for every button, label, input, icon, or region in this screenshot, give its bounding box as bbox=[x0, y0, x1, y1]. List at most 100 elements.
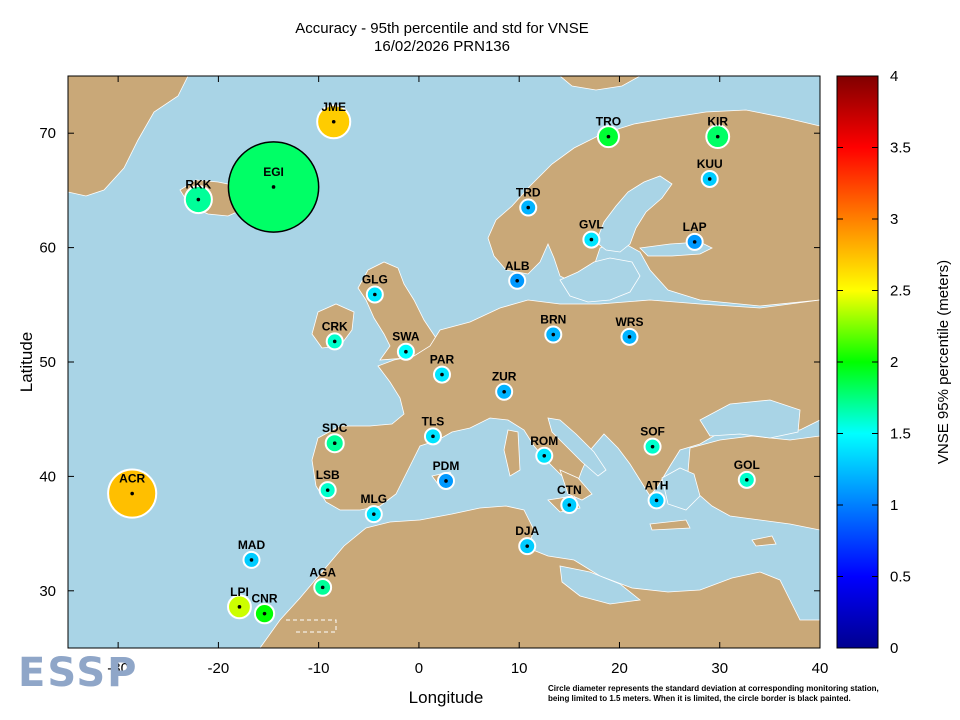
station-dot bbox=[332, 441, 337, 446]
station-label: MLG bbox=[360, 492, 387, 506]
x-axis-label: Longitude bbox=[409, 688, 484, 707]
station-label: AGA bbox=[309, 565, 336, 579]
station-ath[interactable]: ATH bbox=[645, 478, 669, 510]
station-tls[interactable]: TLS bbox=[422, 414, 445, 446]
station-dot bbox=[332, 339, 337, 344]
station-label: CRK bbox=[322, 319, 348, 333]
station-aga[interactable]: AGA bbox=[309, 565, 336, 597]
station-dot bbox=[196, 197, 201, 202]
station-egi[interactable]: EGI bbox=[227, 141, 320, 233]
station-dot bbox=[692, 240, 697, 244]
station-kuu[interactable]: KUU bbox=[697, 157, 723, 188]
y-tick-label: 70 bbox=[39, 125, 56, 142]
station-mlg[interactable]: MLG bbox=[360, 492, 387, 524]
chart-subtitle: 16/02/2026 PRN136 bbox=[374, 38, 510, 55]
station-swa[interactable]: SWA bbox=[392, 330, 420, 361]
station-jme[interactable]: JME bbox=[316, 100, 352, 140]
station-mad[interactable]: MAD bbox=[238, 538, 266, 569]
station-label: CNR bbox=[252, 592, 278, 606]
station-dot bbox=[551, 332, 556, 337]
station-dot bbox=[707, 177, 712, 181]
station-wrs[interactable]: WRS bbox=[615, 315, 643, 346]
station-cnr[interactable]: CNR bbox=[252, 592, 278, 625]
colorbar-tick-label: 2.5 bbox=[890, 283, 911, 300]
x-tick-label: 10 bbox=[511, 660, 528, 677]
station-label: ALB bbox=[505, 259, 530, 273]
land-italy-south bbox=[559, 469, 593, 501]
station-dot bbox=[331, 119, 336, 124]
colorbar-tick-label: 3 bbox=[890, 211, 898, 228]
station-pdm[interactable]: PDM bbox=[433, 459, 460, 490]
station-label: LSB bbox=[316, 468, 340, 482]
station-glg[interactable]: GLG bbox=[362, 273, 388, 304]
station-label: SDC bbox=[322, 421, 348, 435]
station-gol[interactable]: GOL bbox=[734, 458, 760, 489]
colorbar-label: VNSE 95% percentile (meters) bbox=[935, 260, 952, 464]
stations-layer: JME EGI RKK TRO KIR KUU TRD GVL LAP ALB GLG BRN WRS C… bbox=[107, 100, 760, 625]
station-dot bbox=[431, 434, 435, 439]
station-dot bbox=[526, 205, 531, 210]
y-tick-label: 40 bbox=[39, 468, 56, 485]
land-north-africa bbox=[259, 505, 820, 648]
station-label: DJA bbox=[515, 524, 539, 538]
x-tick-label: 40 bbox=[812, 660, 829, 677]
station-dja[interactable]: DJA bbox=[515, 524, 540, 556]
x-tick-label: -20 bbox=[208, 660, 230, 677]
footnote: Circle diameter represents the standard … bbox=[548, 684, 958, 704]
station-gvl[interactable]: GVL bbox=[579, 218, 604, 249]
station-lpi[interactable]: LPI bbox=[227, 585, 252, 620]
station-label: RKK bbox=[185, 178, 211, 192]
sea-bothnia bbox=[595, 175, 673, 253]
x-tick-label: 0 bbox=[415, 660, 423, 677]
station-dot bbox=[606, 134, 611, 139]
colorbar-tick-label: 0 bbox=[890, 640, 898, 657]
station-lap[interactable]: LAP bbox=[683, 220, 707, 251]
x-tick-label: -30 bbox=[107, 660, 129, 677]
station-lsb[interactable]: LSB bbox=[316, 468, 340, 500]
station-rom[interactable]: ROM bbox=[530, 434, 558, 465]
station-ctn[interactable]: CTN bbox=[557, 483, 582, 514]
station-label: TRO bbox=[596, 115, 621, 129]
axes-layer: -30 -20 -10 0 10 20 30 40 30 40 50 60 70 bbox=[39, 76, 828, 677]
station-label: TRD bbox=[516, 186, 541, 200]
station-rkk[interactable]: RKK bbox=[183, 178, 213, 215]
station-label: ATH bbox=[645, 478, 669, 492]
station-dot bbox=[404, 349, 408, 354]
colorbar-tick-label: 3.5 bbox=[890, 140, 911, 157]
station-dot bbox=[567, 503, 572, 507]
sea-baltic bbox=[559, 257, 641, 303]
station-dot bbox=[444, 479, 448, 483]
station-dot bbox=[320, 585, 325, 590]
station-dot bbox=[654, 498, 659, 503]
station-zur[interactable]: ZUR bbox=[492, 370, 517, 401]
station-dot bbox=[502, 389, 506, 394]
sea-black bbox=[699, 399, 801, 439]
station-sdc[interactable]: SDC bbox=[322, 421, 348, 454]
station-dot bbox=[589, 237, 594, 242]
station-tro[interactable]: TRO bbox=[596, 115, 621, 149]
station-label: ZUR bbox=[492, 370, 517, 384]
land-ireland bbox=[311, 303, 355, 349]
station-par[interactable]: PAR bbox=[430, 353, 455, 384]
colorbar-tick-label: 0.5 bbox=[890, 569, 911, 586]
station-brn[interactable]: BRN bbox=[540, 313, 566, 344]
station-kir[interactable]: KIR bbox=[705, 115, 731, 150]
station-sof[interactable]: SOF bbox=[640, 425, 665, 456]
station-label: GOL bbox=[734, 458, 760, 472]
station-crk[interactable]: CRK bbox=[322, 319, 348, 351]
station-label: GVL bbox=[579, 218, 604, 232]
station-label: PDM bbox=[433, 459, 460, 473]
land-masses bbox=[68, 76, 820, 648]
station-dot bbox=[262, 611, 267, 616]
station-acr[interactable]: ACR bbox=[107, 468, 158, 519]
station-label: BRN bbox=[540, 313, 566, 327]
station-label: KIR bbox=[707, 115, 728, 129]
x-tick-label: -10 bbox=[308, 660, 330, 677]
station-alb[interactable]: ALB bbox=[505, 259, 530, 290]
y-tick-label: 60 bbox=[39, 240, 56, 257]
station-trd[interactable]: TRD bbox=[516, 186, 541, 217]
colorbar-tick-label: 4 bbox=[890, 68, 898, 85]
colorbar-tick-label: 1 bbox=[890, 497, 898, 514]
station-label: GLG bbox=[362, 273, 388, 287]
